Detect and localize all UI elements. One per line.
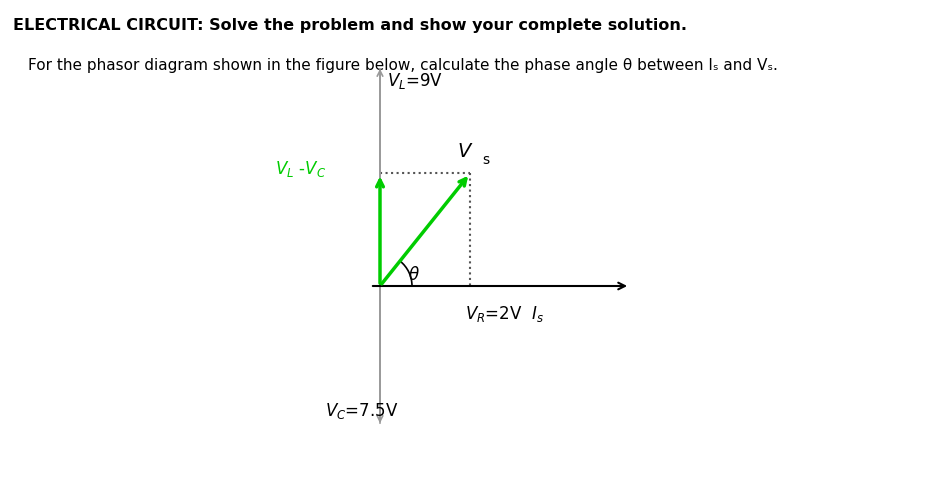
Text: For the phasor diagram shown in the figure below, calculate the phase angle θ be: For the phasor diagram shown in the figu… (28, 58, 778, 73)
Text: $V_R$=2V  $I_s$: $V_R$=2V $I_s$ (465, 304, 544, 324)
Text: $\theta$: $\theta$ (408, 266, 420, 284)
Text: ELECTRICAL CIRCUIT: Solve the problem and show your complete solution.: ELECTRICAL CIRCUIT: Solve the problem an… (13, 18, 687, 33)
Text: $V_L$=9V: $V_L$=9V (387, 71, 443, 91)
Text: s: s (482, 153, 489, 168)
Text: $V_C$=7.5V: $V_C$=7.5V (325, 401, 398, 421)
Text: $V_L$ -$V_C$: $V_L$ -$V_C$ (275, 160, 326, 180)
Text: $V$: $V$ (457, 142, 473, 162)
